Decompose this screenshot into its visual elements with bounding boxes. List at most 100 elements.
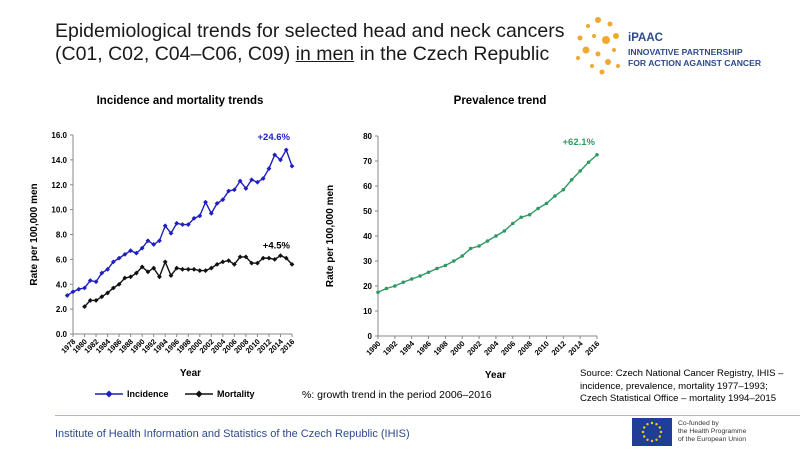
eu-flag-icon bbox=[632, 418, 672, 446]
data-point bbox=[289, 163, 295, 169]
data-point bbox=[249, 177, 255, 183]
growth-annotation: +24.6% bbox=[258, 132, 291, 143]
series-line-incidence bbox=[66, 148, 293, 297]
y-tick-label: 10 bbox=[363, 307, 372, 316]
data-point bbox=[64, 293, 70, 298]
data-point bbox=[191, 266, 197, 272]
data-point bbox=[553, 194, 557, 198]
data-point bbox=[266, 255, 272, 261]
logo-dot bbox=[602, 36, 610, 44]
data-point bbox=[226, 258, 232, 264]
logo-dot bbox=[605, 59, 611, 65]
data-point bbox=[278, 157, 283, 163]
legend-incidence: Incidence bbox=[95, 389, 169, 399]
logo-brand: iPAAC bbox=[628, 32, 663, 44]
data-point bbox=[283, 255, 289, 261]
data-point bbox=[289, 261, 295, 267]
data-point bbox=[561, 187, 566, 192]
source-line-1: Source: Czech National Cancer Registry, … bbox=[580, 368, 784, 379]
eu-star bbox=[643, 435, 646, 438]
x-tick-label: 2012 bbox=[550, 339, 568, 357]
data-point bbox=[595, 152, 599, 157]
y-tick-label: 8.0 bbox=[56, 231, 68, 240]
data-point bbox=[220, 259, 226, 265]
logo-dot bbox=[590, 64, 594, 68]
data-point bbox=[266, 166, 272, 171]
data-point bbox=[191, 215, 197, 221]
data-point bbox=[203, 199, 208, 205]
title-underlined: in men bbox=[295, 43, 355, 65]
y-axis-title: Rate per 100,000 men bbox=[29, 183, 40, 285]
eu-star bbox=[658, 435, 661, 438]
data-point bbox=[70, 289, 76, 295]
data-point bbox=[502, 229, 507, 233]
data-point bbox=[151, 242, 157, 247]
source-line-3: Czech Statistical Office – mortality 199… bbox=[580, 393, 777, 404]
logo-dot bbox=[599, 69, 605, 75]
y-tick-label: 0 bbox=[368, 332, 373, 341]
data-point bbox=[477, 244, 481, 248]
footer-divider bbox=[55, 415, 800, 416]
y-tick-label: 60 bbox=[363, 182, 372, 191]
data-point bbox=[168, 230, 174, 236]
eu-star bbox=[650, 421, 654, 425]
y-tick-label: 20 bbox=[363, 282, 372, 291]
growth-annotation: +62.1% bbox=[563, 137, 596, 148]
data-point bbox=[110, 259, 116, 265]
data-point bbox=[122, 252, 128, 257]
x-axis-title: Year bbox=[485, 370, 506, 381]
data-point bbox=[231, 261, 237, 267]
logo-dot bbox=[592, 34, 596, 38]
data-point bbox=[99, 294, 105, 300]
eu-star bbox=[655, 438, 658, 441]
logo-dot bbox=[607, 21, 613, 27]
data-point bbox=[208, 210, 214, 216]
data-point bbox=[116, 255, 122, 261]
data-point bbox=[255, 260, 260, 266]
data-point bbox=[384, 286, 389, 291]
title-codes: (C01, C02, C04–C06, C09) bbox=[55, 43, 296, 65]
data-point bbox=[87, 298, 93, 303]
logo-dot bbox=[612, 48, 616, 52]
series-line-prevalence bbox=[377, 154, 598, 293]
data-point bbox=[536, 206, 540, 211]
data-point bbox=[527, 212, 532, 217]
y-axis-title: Rate per 100,000 men bbox=[325, 185, 336, 287]
data-point bbox=[128, 248, 134, 254]
eu-star bbox=[643, 426, 646, 429]
logo-dot bbox=[616, 64, 620, 68]
series-line-mortality bbox=[84, 254, 293, 308]
data-point bbox=[197, 268, 203, 273]
y-tick-label: 40 bbox=[363, 232, 372, 241]
x-tick-label: 2004 bbox=[482, 338, 501, 357]
data-point bbox=[393, 284, 397, 288]
legend-mortality-label: Mortality bbox=[217, 389, 255, 399]
prevalence-chart-title: Prevalence trend bbox=[453, 95, 547, 107]
eu-star bbox=[646, 423, 649, 426]
page-title: Epidemiological trends for selected head… bbox=[55, 20, 575, 66]
footer-institute: Institute of Health Information and Stat… bbox=[55, 428, 410, 440]
data-point bbox=[151, 265, 157, 271]
eu-star bbox=[646, 438, 649, 441]
logo-tagline-1: INNOVATIVE PARTNERSHIP bbox=[628, 47, 743, 57]
data-point bbox=[226, 188, 232, 194]
data-point bbox=[82, 304, 87, 310]
logo-dots-icon bbox=[576, 17, 620, 75]
title-country: in the Czech Republic bbox=[354, 43, 550, 65]
incidence-chart-title: Incidence and mortality trends bbox=[96, 95, 264, 107]
data-point bbox=[139, 264, 145, 270]
x-tick-label: 2008 bbox=[516, 339, 534, 357]
logo-dot bbox=[582, 46, 590, 54]
legend-mortality-marker bbox=[185, 390, 213, 398]
data-point bbox=[409, 277, 414, 281]
data-point bbox=[174, 220, 180, 226]
y-tick-label: 6.0 bbox=[56, 255, 68, 264]
data-point bbox=[519, 215, 523, 220]
data-point bbox=[185, 222, 191, 227]
data-point bbox=[139, 245, 145, 251]
logo-dot bbox=[576, 56, 580, 60]
data-point bbox=[197, 213, 203, 219]
data-point bbox=[272, 152, 278, 158]
data-point bbox=[214, 201, 220, 206]
